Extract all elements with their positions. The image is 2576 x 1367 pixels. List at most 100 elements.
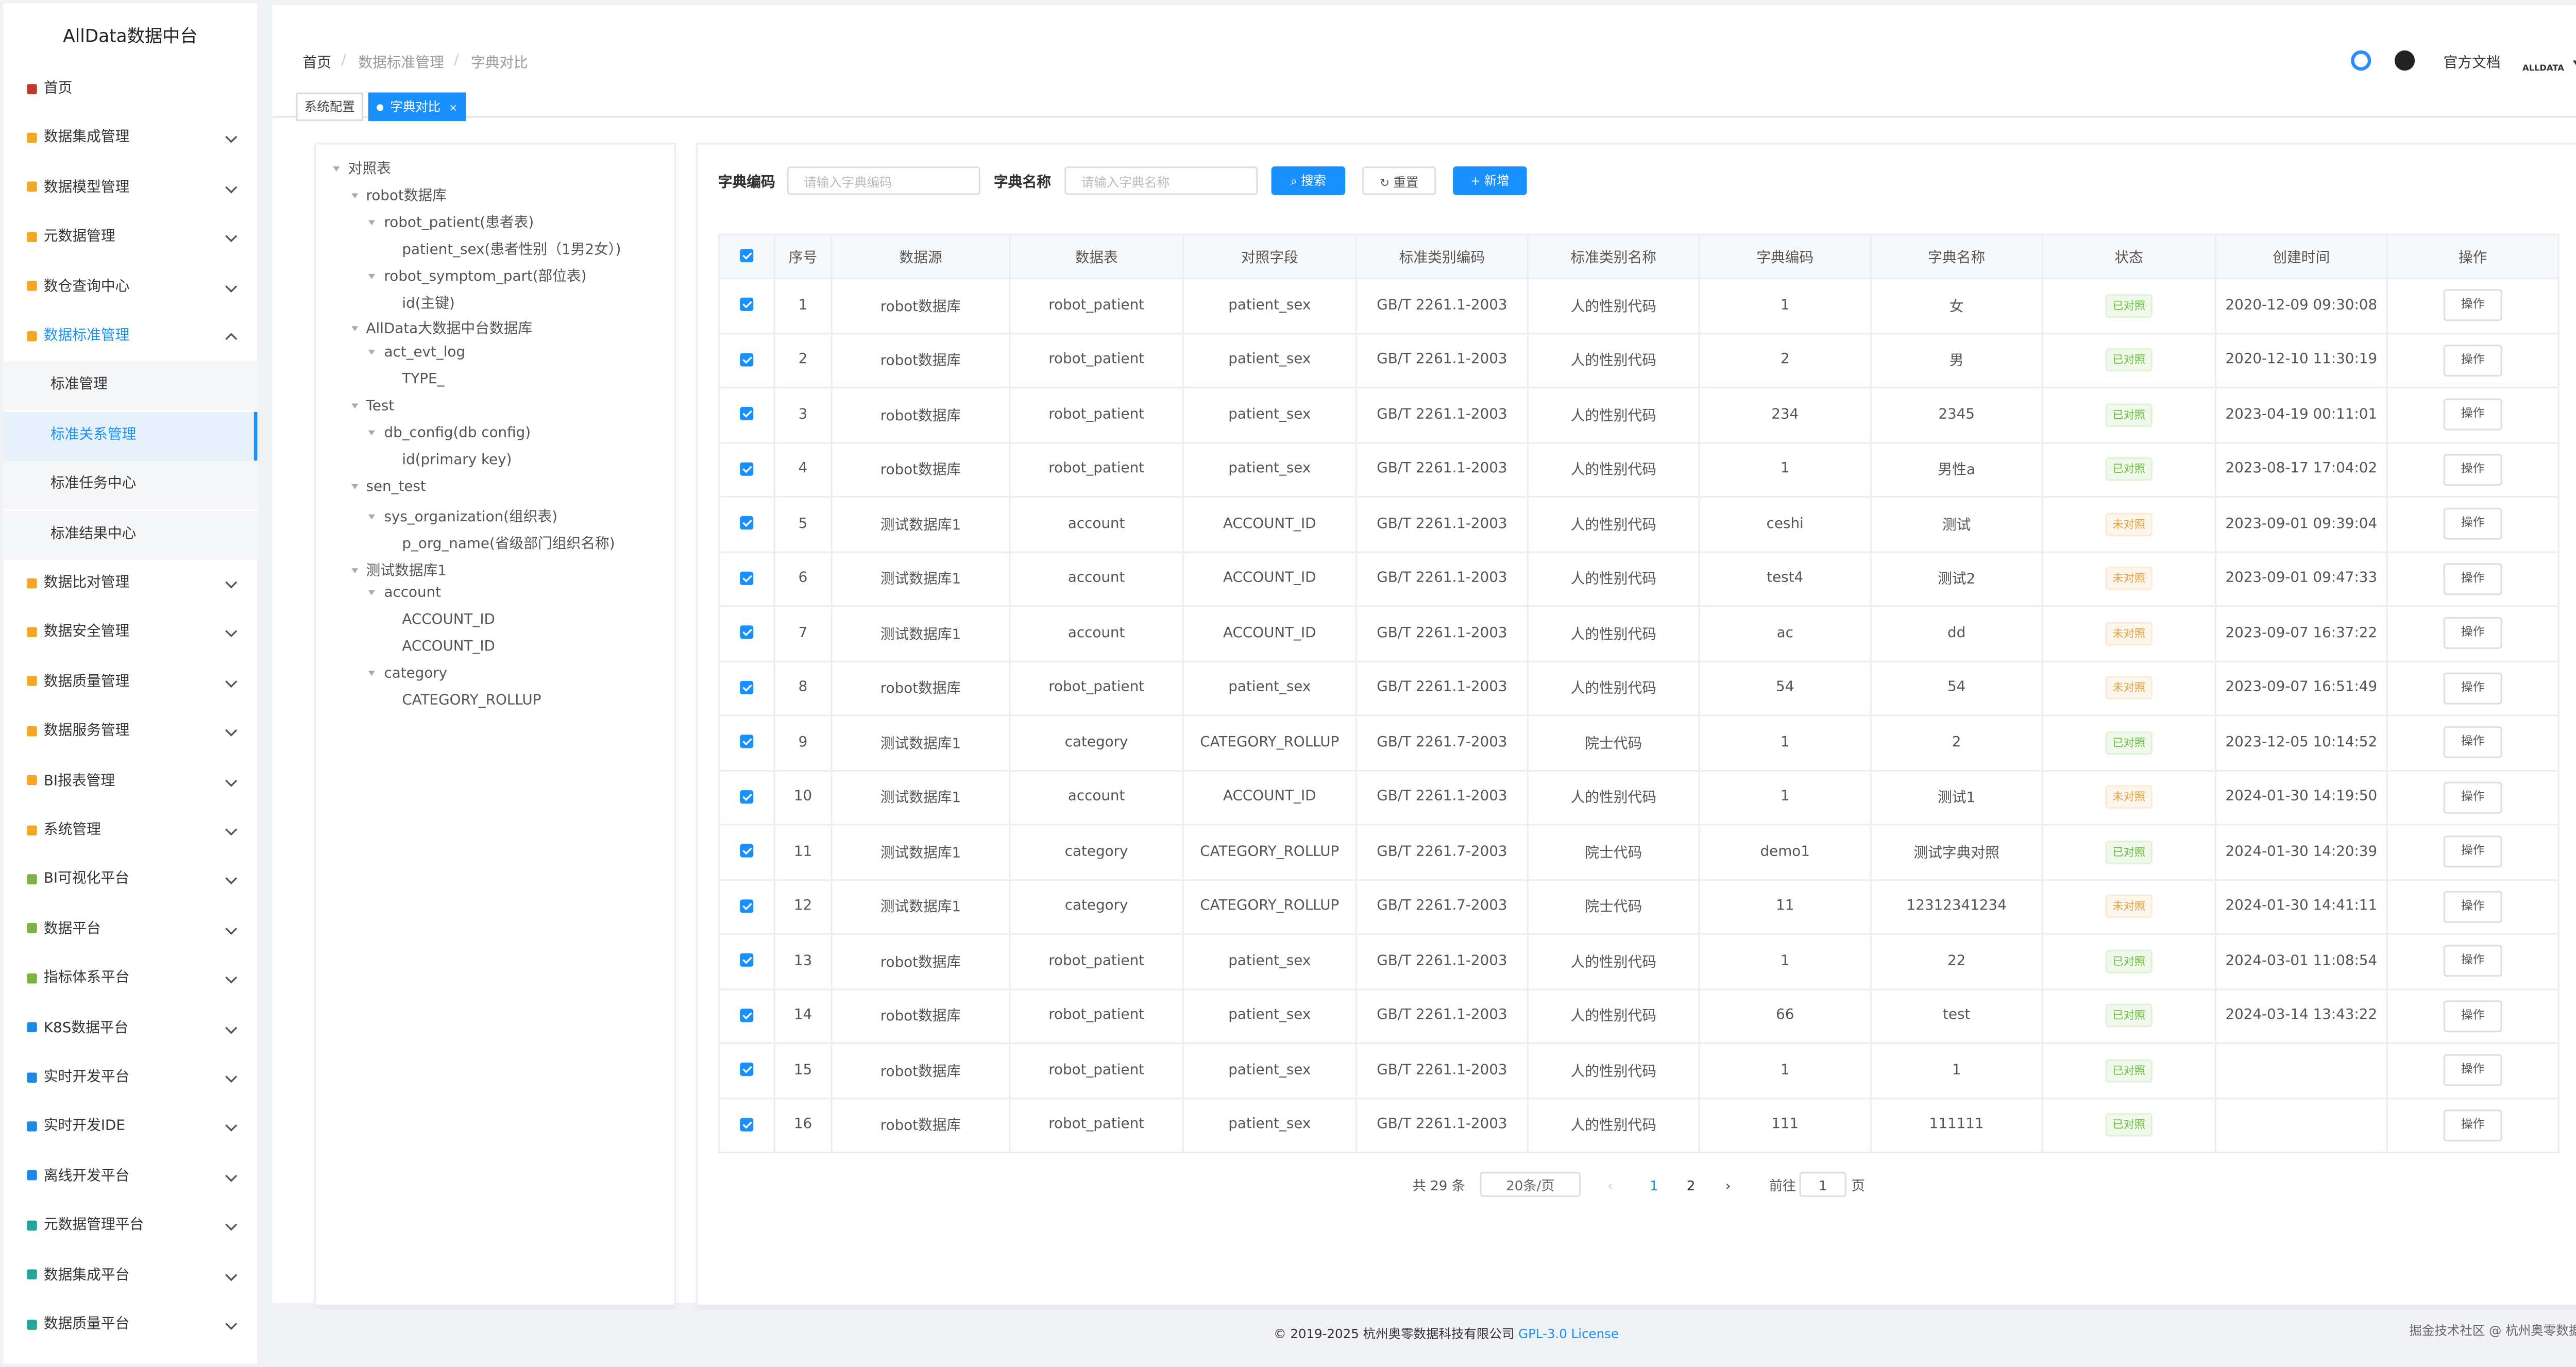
search-input[interactable]: 请输入字典编码	[787, 166, 980, 195]
menu-item[interactable]: 指标体系平台	[4, 955, 258, 1004]
checkbox[interactable]	[740, 249, 754, 263]
menu-item[interactable]: 数据质量管理	[4, 659, 258, 708]
submenu-item[interactable]: 标准关系管理	[3, 412, 258, 460]
menu-item[interactable]: 离线开发平台	[4, 1153, 258, 1202]
checkbox[interactable]	[740, 571, 754, 585]
tree-node[interactable]: id(主键)	[387, 292, 454, 312]
action-button[interactable]: 操作	[2443, 672, 2502, 704]
logo[interactable]: ALLDATA	[2522, 64, 2564, 74]
docs-link[interactable]: 官方文档	[2443, 55, 2501, 73]
action-button[interactable]: 操作	[2443, 508, 2502, 540]
page-number[interactable]: 2	[1686, 1178, 1696, 1194]
menu-item[interactable]: 实时开发IDE	[4, 1103, 258, 1152]
next[interactable]: ›	[1725, 1178, 1731, 1194]
checkbox[interactable]	[740, 407, 754, 421]
breadcrumb-item[interactable]: 数据标准管理	[358, 55, 444, 73]
menu-item[interactable]: 数据标准管理	[4, 313, 258, 362]
submenu-item[interactable]: 标准任务中心	[3, 460, 258, 510]
menu-item[interactable]: BI可视化平台	[4, 857, 258, 905]
menu-item[interactable]: 数据安全管理	[4, 609, 258, 658]
action-button[interactable]: 操作	[2443, 562, 2502, 595]
tree-node[interactable]: CATEGORY_ROLLUP	[387, 693, 541, 710]
checkbox[interactable]	[740, 352, 754, 366]
tree-node[interactable]: account	[369, 586, 441, 603]
prev[interactable]: ‹	[1607, 1178, 1613, 1194]
page-number[interactable]: 1	[1649, 1178, 1658, 1194]
checkbox[interactable]	[740, 790, 754, 804]
menu-item[interactable]: 数据集成管理	[4, 115, 258, 164]
menu-item[interactable]: 系统管理	[4, 807, 258, 856]
checkbox[interactable]	[740, 680, 754, 694]
action-button[interactable]: 操作	[2443, 399, 2502, 431]
menu-item[interactable]: 数据比对管理	[4, 560, 258, 609]
tree-node[interactable]: category	[369, 666, 447, 682]
menu-item[interactable]: 元数据管理平台	[4, 1202, 258, 1251]
submenu-item[interactable]: 标准结果中心	[3, 510, 258, 559]
tree-node[interactable]: robot_patient(患者表)	[369, 212, 534, 232]
checkbox[interactable]	[740, 626, 754, 640]
action-button[interactable]: 操作	[2443, 344, 2502, 377]
action-button[interactable]: 操作	[2443, 1054, 2502, 1087]
checkbox[interactable]	[740, 1063, 754, 1076]
checkbox[interactable]	[740, 462, 754, 475]
tree-node[interactable]: ACCOUNT_ID	[387, 639, 495, 656]
tree-node[interactable]: 对照表	[333, 158, 391, 178]
menu-item[interactable]: 元数据管理	[4, 214, 258, 263]
tab[interactable]: 系统配置	[296, 92, 364, 122]
tree-node[interactable]: act_evt_log	[369, 345, 465, 362]
checkbox[interactable]	[740, 1008, 754, 1022]
menu-item[interactable]: 数据服务管理	[4, 708, 258, 757]
submenu-item[interactable]: 标准管理	[3, 362, 258, 411]
tree-node[interactable]: ACCOUNT_ID	[387, 612, 495, 629]
dropdown-caret[interactable]	[2572, 60, 2576, 66]
page-size[interactable]: 20条/页	[1480, 1172, 1581, 1197]
search-input[interactable]: 请输入字典名称	[1064, 166, 1258, 195]
tree-node[interactable]: p_org_name(省级部门组织名称)	[387, 532, 615, 553]
menu-item[interactable]: BI报表管理	[4, 758, 258, 807]
checkbox[interactable]	[740, 953, 754, 967]
action-button[interactable]: 操作	[2443, 1109, 2502, 1141]
action-button[interactable]: 操作	[2443, 1000, 2502, 1032]
menu-item[interactable]: 数据质量平台	[4, 1301, 258, 1350]
menu-item[interactable]: K8S数据平台	[4, 1005, 258, 1054]
menu-item[interactable]: 数据平台	[4, 906, 258, 955]
tree-node[interactable]: 测试数据库1	[351, 559, 447, 579]
menu-item[interactable]: 数据集成平台	[4, 1252, 258, 1301]
tree-node[interactable]: db_config(db config)	[369, 425, 531, 442]
tab-close[interactable]: ×	[449, 102, 457, 114]
tree-node[interactable]: Test	[351, 399, 394, 416]
action-button[interactable]: 操作	[2443, 617, 2502, 650]
button[interactable]: + 新增	[1453, 166, 1527, 195]
menu-item[interactable]: 数仓查询中心	[4, 263, 258, 312]
icon-github[interactable]	[2394, 50, 2415, 71]
tree-node[interactable]: robot_symptom_part(部位表)	[369, 265, 587, 285]
goto-input[interactable]: 1	[1799, 1172, 1846, 1197]
action-button[interactable]: 操作	[2443, 891, 2502, 923]
action-button[interactable]: 操作	[2443, 726, 2502, 759]
action-button[interactable]: 操作	[2443, 945, 2502, 978]
license-link[interactable]: GPL-3.0 License	[1518, 1326, 1619, 1342]
action-button[interactable]: 操作	[2443, 781, 2502, 813]
tree-node[interactable]: sen_test	[351, 479, 426, 495]
checkbox[interactable]	[740, 1117, 754, 1131]
breadcrumb-item[interactable]: 首页	[302, 55, 332, 73]
tree-node[interactable]: AllData大数据中台数据库	[351, 318, 532, 338]
tree-node[interactable]: robot数据库	[351, 185, 447, 205]
button[interactable]: ↻ 重置	[1362, 166, 1436, 195]
checkbox[interactable]	[740, 844, 754, 858]
menu-item[interactable]: 首页	[4, 65, 258, 114]
button[interactable]: ⌕ 搜索	[1271, 166, 1346, 195]
tree-node[interactable]: sys_organization(组织表)	[369, 505, 557, 526]
tab[interactable]: 字典对比 ×	[368, 92, 466, 122]
tree-node[interactable]: patient_sex(患者性别（1男2女）)	[387, 238, 621, 259]
action-button[interactable]: 操作	[2443, 289, 2502, 322]
menu-item[interactable]: 数据模型管理	[4, 164, 258, 213]
checkbox[interactable]	[740, 899, 754, 913]
checkbox[interactable]	[740, 735, 754, 749]
checkbox[interactable]	[740, 298, 754, 312]
action-button[interactable]: 操作	[2443, 453, 2502, 486]
action-button[interactable]: 操作	[2443, 836, 2502, 868]
checkbox[interactable]	[740, 516, 754, 530]
tree-node[interactable]: id(primary key)	[387, 452, 512, 469]
icon-app[interactable]	[2351, 50, 2371, 71]
